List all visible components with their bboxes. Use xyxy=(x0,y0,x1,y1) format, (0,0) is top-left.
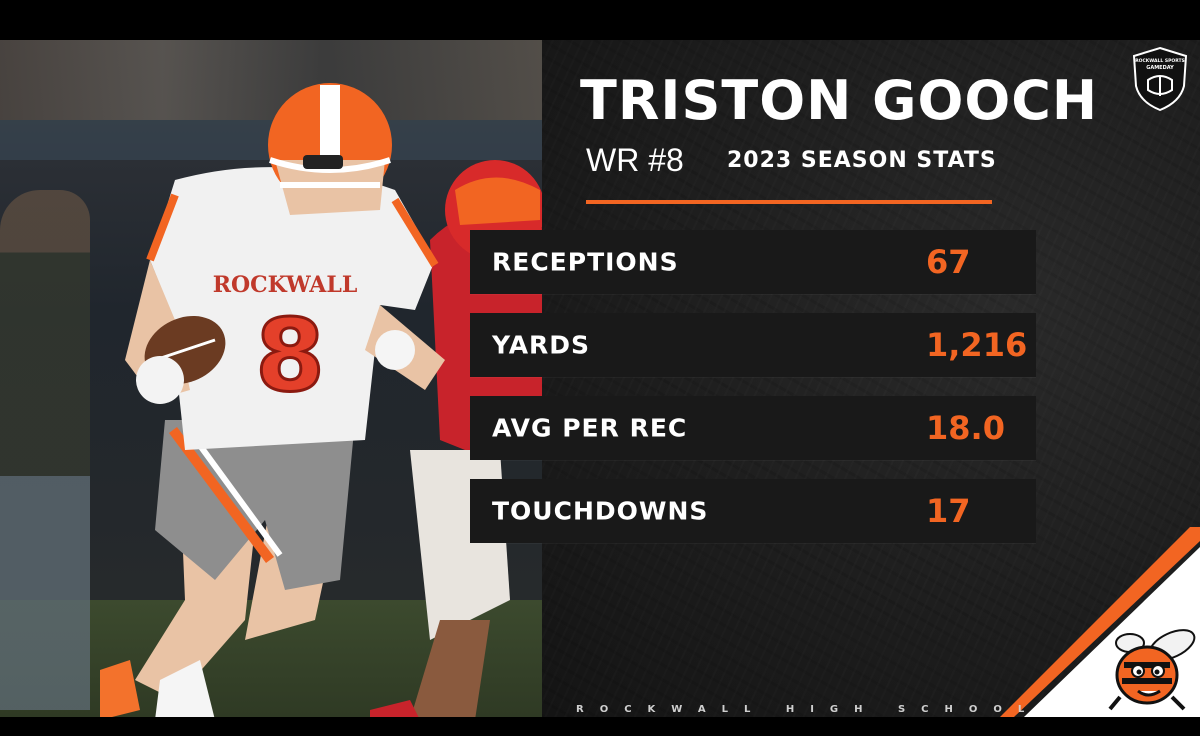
accent-divider xyxy=(586,200,992,204)
player-position: WR #8 xyxy=(586,142,684,178)
stat-row-yards: YARDS 1,216 xyxy=(470,313,1036,377)
badge-line2: GAMEDAY xyxy=(1146,65,1174,71)
stat-row-avg-per-rec: AVG PER REC 18.0 xyxy=(470,396,1036,460)
stat-value: 67 xyxy=(926,243,971,281)
stat-label: TOUCHDOWNS xyxy=(492,496,709,526)
stat-label: RECEPTIONS xyxy=(492,247,679,277)
season-label: 2023 SEASON STATS xyxy=(727,148,997,173)
stat-label: YARDS xyxy=(492,330,591,360)
stats-panel: ROCKWALL SPORTS GAMEDAY TRISTON GOOCH WR… xyxy=(470,40,1200,717)
jersey-number-text: 8 xyxy=(255,297,325,414)
stat-row-receptions: RECEPTIONS 67 xyxy=(470,230,1036,294)
school-footer: ROCKWALL HIGH SCHOOL xyxy=(576,704,1041,715)
player-name: TRISTON GOOCH xyxy=(580,69,1099,132)
panel-texture xyxy=(542,40,1200,717)
sideline-coach-figure xyxy=(0,190,90,710)
stats-graphic: ROCKWALL 8 ROCKWALL SPORTS GAMEDAY xyxy=(0,40,1200,717)
stat-row-touchdowns: TOUCHDOWNS 17 xyxy=(470,479,1036,543)
receiver-figure: ROCKWALL 8 xyxy=(100,83,445,717)
stat-value: 18.0 xyxy=(926,409,1005,447)
badge-line1: ROCKWALL SPORTS xyxy=(1135,58,1185,64)
jersey-school-text: ROCKWALL xyxy=(213,272,358,298)
gameday-shield-logo: ROCKWALL SPORTS GAMEDAY xyxy=(1132,46,1188,112)
player-action-photo: ROCKWALL 8 xyxy=(0,40,542,717)
stat-value: 1,216 xyxy=(926,326,1028,364)
stat-label: AVG PER REC xyxy=(492,413,688,443)
stat-value: 17 xyxy=(926,492,971,530)
stadium-stands xyxy=(0,40,542,120)
hornet-mascot-logo xyxy=(1108,629,1196,711)
